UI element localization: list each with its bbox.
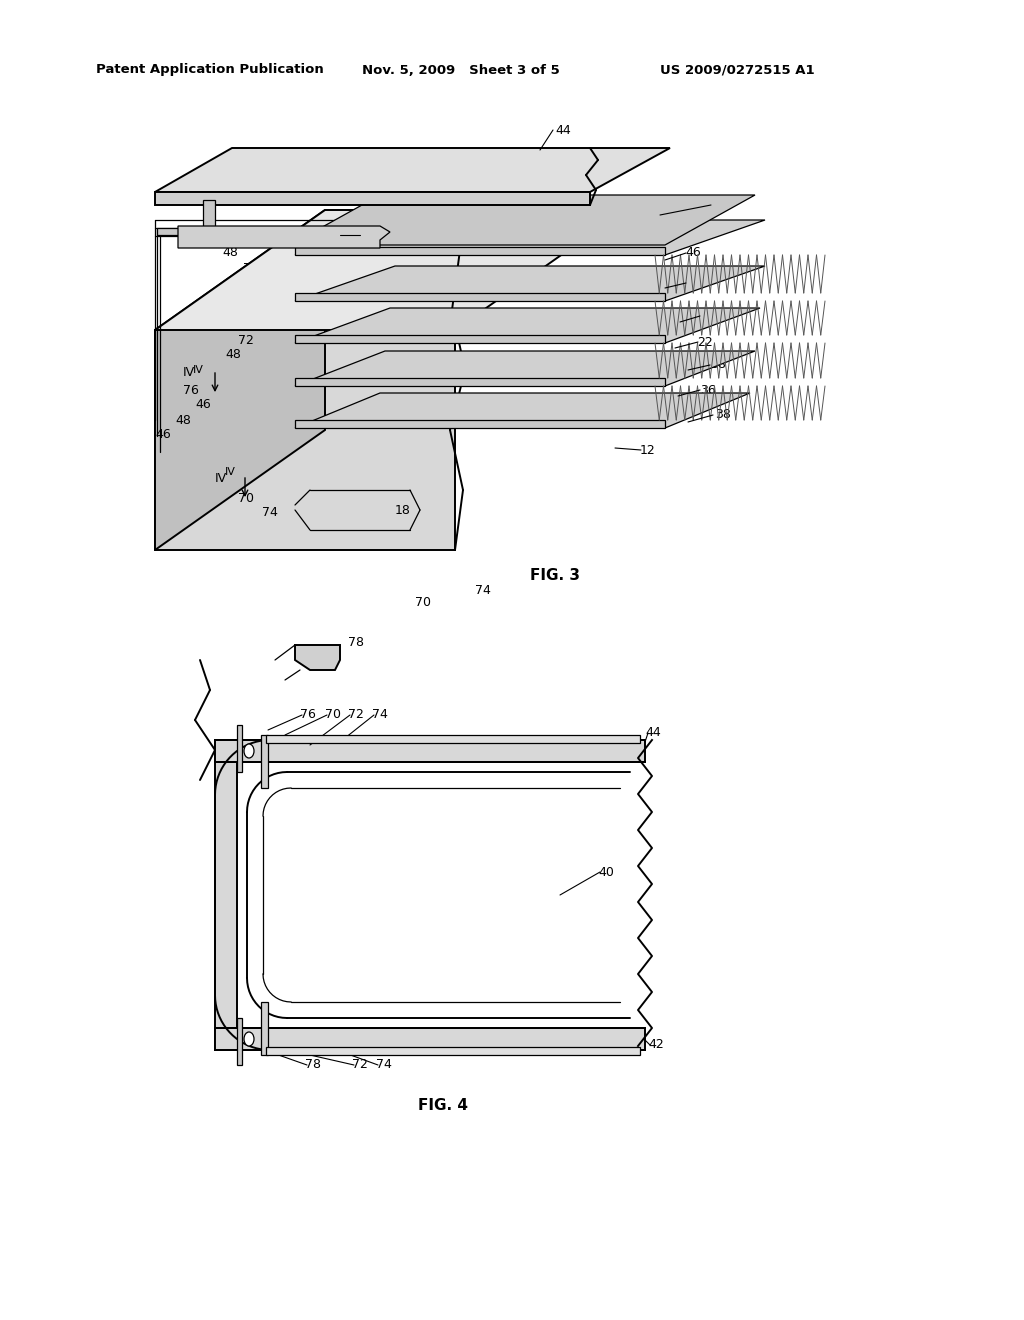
Polygon shape — [215, 741, 645, 762]
Text: 70: 70 — [238, 491, 254, 504]
Polygon shape — [295, 293, 665, 301]
Text: US 2009/0272515 A1: US 2009/0272515 A1 — [660, 63, 815, 77]
Text: 48: 48 — [175, 413, 190, 426]
Text: 72: 72 — [348, 709, 364, 722]
Text: 46: 46 — [685, 247, 700, 260]
Text: 42: 42 — [710, 198, 726, 211]
Text: 36: 36 — [700, 309, 716, 322]
Text: 76: 76 — [300, 709, 315, 722]
Text: IV: IV — [215, 471, 227, 484]
Text: 44: 44 — [645, 726, 660, 739]
Polygon shape — [178, 226, 390, 248]
Polygon shape — [295, 220, 765, 255]
Polygon shape — [295, 247, 665, 255]
Text: 74: 74 — [372, 709, 388, 722]
Text: 18: 18 — [395, 503, 411, 516]
Text: 42: 42 — [648, 1039, 664, 1052]
Text: 74: 74 — [262, 506, 278, 519]
Text: 38: 38 — [710, 359, 726, 371]
Polygon shape — [215, 1028, 645, 1049]
Text: Patent Application Publication: Patent Application Publication — [96, 63, 324, 77]
Text: 70: 70 — [325, 709, 341, 722]
Ellipse shape — [244, 744, 254, 758]
Text: FIG. 3: FIG. 3 — [530, 568, 580, 582]
Text: FIG. 4: FIG. 4 — [418, 1097, 468, 1113]
Polygon shape — [295, 335, 665, 343]
Polygon shape — [203, 201, 215, 228]
Text: 78: 78 — [305, 1059, 321, 1072]
Text: 70: 70 — [243, 261, 259, 275]
Ellipse shape — [244, 1032, 254, 1045]
Polygon shape — [295, 351, 755, 385]
Text: 74: 74 — [475, 583, 490, 597]
Polygon shape — [155, 148, 670, 191]
Text: 76: 76 — [183, 384, 199, 396]
Text: 52: 52 — [290, 298, 306, 312]
Polygon shape — [295, 645, 340, 671]
Polygon shape — [266, 1047, 640, 1055]
Text: 72: 72 — [238, 231, 254, 243]
Text: 40: 40 — [598, 866, 613, 879]
Text: IV: IV — [183, 366, 196, 379]
Text: 50: 50 — [259, 314, 275, 326]
Polygon shape — [155, 191, 590, 205]
Text: 46: 46 — [195, 399, 211, 412]
Polygon shape — [215, 741, 237, 1049]
Text: 46: 46 — [295, 264, 310, 276]
Text: 72: 72 — [238, 334, 254, 346]
Polygon shape — [155, 210, 625, 330]
Polygon shape — [155, 210, 325, 550]
Polygon shape — [261, 735, 268, 788]
Text: 48: 48 — [225, 348, 241, 362]
Text: 70: 70 — [415, 597, 431, 610]
Text: IV: IV — [225, 467, 236, 477]
Polygon shape — [295, 420, 665, 428]
Text: 38: 38 — [715, 408, 731, 421]
Text: 40: 40 — [340, 223, 356, 236]
Polygon shape — [155, 330, 455, 550]
Polygon shape — [295, 267, 765, 301]
Polygon shape — [295, 378, 665, 385]
Polygon shape — [237, 725, 242, 772]
Text: Nov. 5, 2009   Sheet 3 of 5: Nov. 5, 2009 Sheet 3 of 5 — [362, 63, 560, 77]
Polygon shape — [295, 393, 750, 428]
Polygon shape — [266, 735, 640, 743]
Text: 22: 22 — [697, 335, 713, 348]
Text: 22: 22 — [685, 276, 700, 289]
Polygon shape — [157, 228, 210, 235]
Polygon shape — [290, 195, 755, 246]
Text: 74: 74 — [376, 1059, 392, 1072]
Text: 46: 46 — [155, 429, 171, 441]
Text: 48: 48 — [222, 247, 238, 260]
Text: 36: 36 — [700, 384, 716, 396]
Text: 12: 12 — [640, 444, 655, 457]
Text: 78: 78 — [348, 636, 364, 649]
Text: 40: 40 — [340, 223, 356, 236]
Polygon shape — [237, 1018, 242, 1065]
Polygon shape — [295, 308, 760, 343]
Text: IV: IV — [193, 366, 204, 375]
Polygon shape — [261, 1002, 268, 1055]
Text: 72: 72 — [352, 1059, 368, 1072]
Text: 44: 44 — [555, 124, 570, 136]
